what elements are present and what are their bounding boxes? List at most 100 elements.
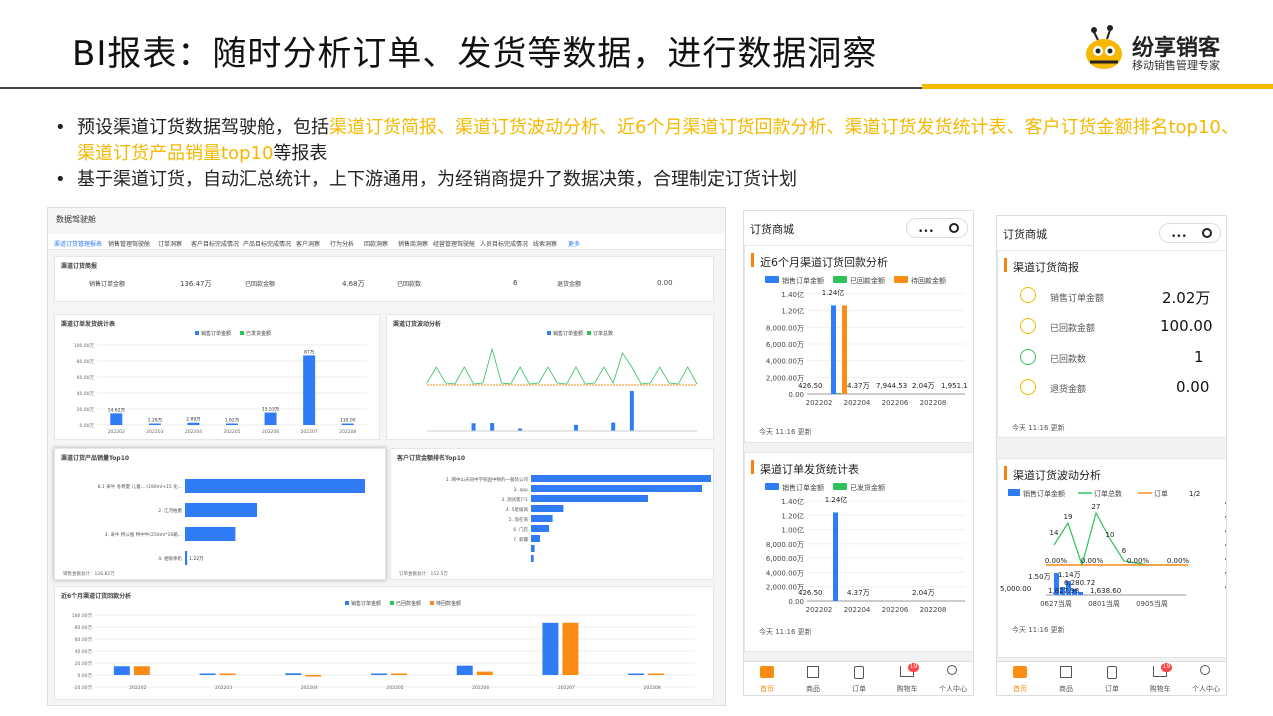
bar [371,673,387,675]
bar [476,671,493,675]
grid-icon[interactable] [807,666,819,678]
nav-home[interactable]: 首页 [1013,685,1027,693]
tab-6[interactable]: 行为分析 [330,241,355,248]
bar-label: 1.14万 [1058,571,1081,579]
tab-2[interactable]: 订单洞察 [158,241,183,248]
legend-label: 订单 [1154,489,1168,498]
bar [113,666,130,675]
tab-0[interactable]: 渠道订货管理报表 [54,241,103,248]
bar [562,622,579,675]
point-label: 10 [1106,531,1115,539]
legend-order: 销售订单金额 [201,330,231,337]
phone2-app-title[interactable]: 订货商城 [1003,228,1047,241]
x-tick: 202202 [129,685,146,691]
brief-label-0: 销售订单金额 [89,281,126,288]
bar-label: 2.89万 [186,417,201,423]
y-label: 4. 相限奉奶 [158,555,182,562]
y-tick: 5,000.00 [1000,585,1031,593]
target-icon[interactable] [1202,228,1212,238]
more-dots-icon[interactable]: ••• [918,227,934,237]
nav-profile[interactable]: 个人中心 [939,685,967,693]
grid-icon[interactable] [1060,666,1072,678]
tab-1[interactable]: 销售管理驾驶舱 [108,241,151,248]
bar [531,475,711,482]
bar-label: 6,280.72 [1064,579,1095,587]
nav-home[interactable]: 首页 [760,685,774,693]
tab-more[interactable]: 更多 [568,241,581,248]
wave-title: 渠道订货波动分析 [393,321,442,328]
green-line [426,347,698,385]
legend-order-swatch [547,331,551,335]
bar [531,525,549,532]
dashboard-tabbar [48,234,725,250]
desktop-dashboard: 数据驾驶舱 渠道订货管理报表 销售管理驾驶舱 订单洞察 客户目标完成情况 产品目… [47,207,726,706]
x-tick: 0627当周 [1040,599,1072,608]
tab-5[interactable]: 客户洞察 [296,241,321,248]
brief-label-2: 已回款数 [397,281,422,288]
more-dots-icon[interactable]: ••• [1171,232,1187,242]
bar-label: 87万 [304,349,315,355]
tab-9[interactable]: 经营管理驾驶舱 [433,241,476,248]
ship-title: 渠道订单发货统计表 [61,321,116,328]
end: 7 [1224,499,1227,518]
user-icon[interactable] [947,665,957,675]
end: 7 [1224,555,1227,574]
x-tick: 202208 [644,685,661,691]
y-tick: 1.40亿 [781,497,804,506]
bar-label: 110.00 [340,418,356,424]
nav-profile[interactable]: 个人中心 [1192,685,1220,693]
order-icon[interactable] [1107,666,1117,679]
bar [1054,573,1059,595]
target-icon[interactable] [949,223,959,233]
tab-10[interactable]: 人员目标完成情况 [480,241,529,248]
bar [1078,592,1083,595]
tab-7[interactable]: 回款洞察 [364,241,389,248]
tab-11[interactable]: 线索洞察 [533,241,558,248]
phone2-bottom-nav: 首页 商品 订单 19 购物车 个人中心 [997,661,1226,695]
header-divider [0,87,1273,89]
tab-4[interactable]: 产品目标完成情况 [243,241,292,248]
bar-label: 426.50 [798,589,823,597]
phone1-bottom-nav: 首页 商品 订单 19 购物车 个人中心 [744,661,973,695]
legend-swatch [1008,489,1020,496]
phone1-card-1: 近6个月渠道订货回款分析 销售订单金额 已回款金额 待回款金额 1.40亿 1.20亿 8… [744,245,973,443]
x-tick: 202206 [472,685,489,691]
brief-label-3: 退货金额 [557,281,582,288]
order-icon[interactable] [854,666,864,679]
p2c1-title: 渠道订货简报 [1013,261,1079,274]
logo-name: 纷享销客 [1132,36,1221,61]
tab-3[interactable]: 客户目标完成情况 [191,241,240,248]
bar [842,305,847,394]
phone1-app-title[interactable]: 订货商城 [750,223,794,236]
point-label: 0.00% [1081,557,1104,565]
home-icon[interactable] [760,666,774,678]
home-icon[interactable] [1013,666,1027,678]
bar [226,423,238,425]
money-bag-icon [1020,318,1036,334]
nav-goods[interactable]: 商品 [806,685,820,693]
bar [531,555,534,562]
legend-swatch [833,483,847,490]
bar-label: 4.37万 [847,382,870,390]
nav-goods[interactable]: 商品 [1059,685,1073,693]
nav-order[interactable]: 订单 [1105,685,1119,693]
nav-order[interactable]: 订单 [852,685,866,693]
p2-brief-label-0: 销售订单金额 [1050,294,1105,304]
y-tick: 100.00万 [72,613,93,619]
brief-label-1: 已回款金额 [245,281,276,288]
nav-cart[interactable]: 购物车 [896,685,918,693]
legend-label: 销售订单金额 [1023,489,1065,498]
user-icon[interactable] [1200,665,1210,675]
nav-cart[interactable]: 购物车 [1149,685,1171,693]
bar [148,423,161,425]
header-accent-bar [922,84,1273,89]
bar [219,673,236,675]
bar [648,673,665,675]
bullet-text-end: 等报表 [273,143,328,164]
bar-label: 2.04万 [912,382,935,390]
tab-8[interactable]: 销售商洞察 [398,241,429,248]
bar-label: 1.24亿 [822,288,845,297]
bar [531,535,540,542]
bar [341,423,354,425]
bar [187,422,200,425]
